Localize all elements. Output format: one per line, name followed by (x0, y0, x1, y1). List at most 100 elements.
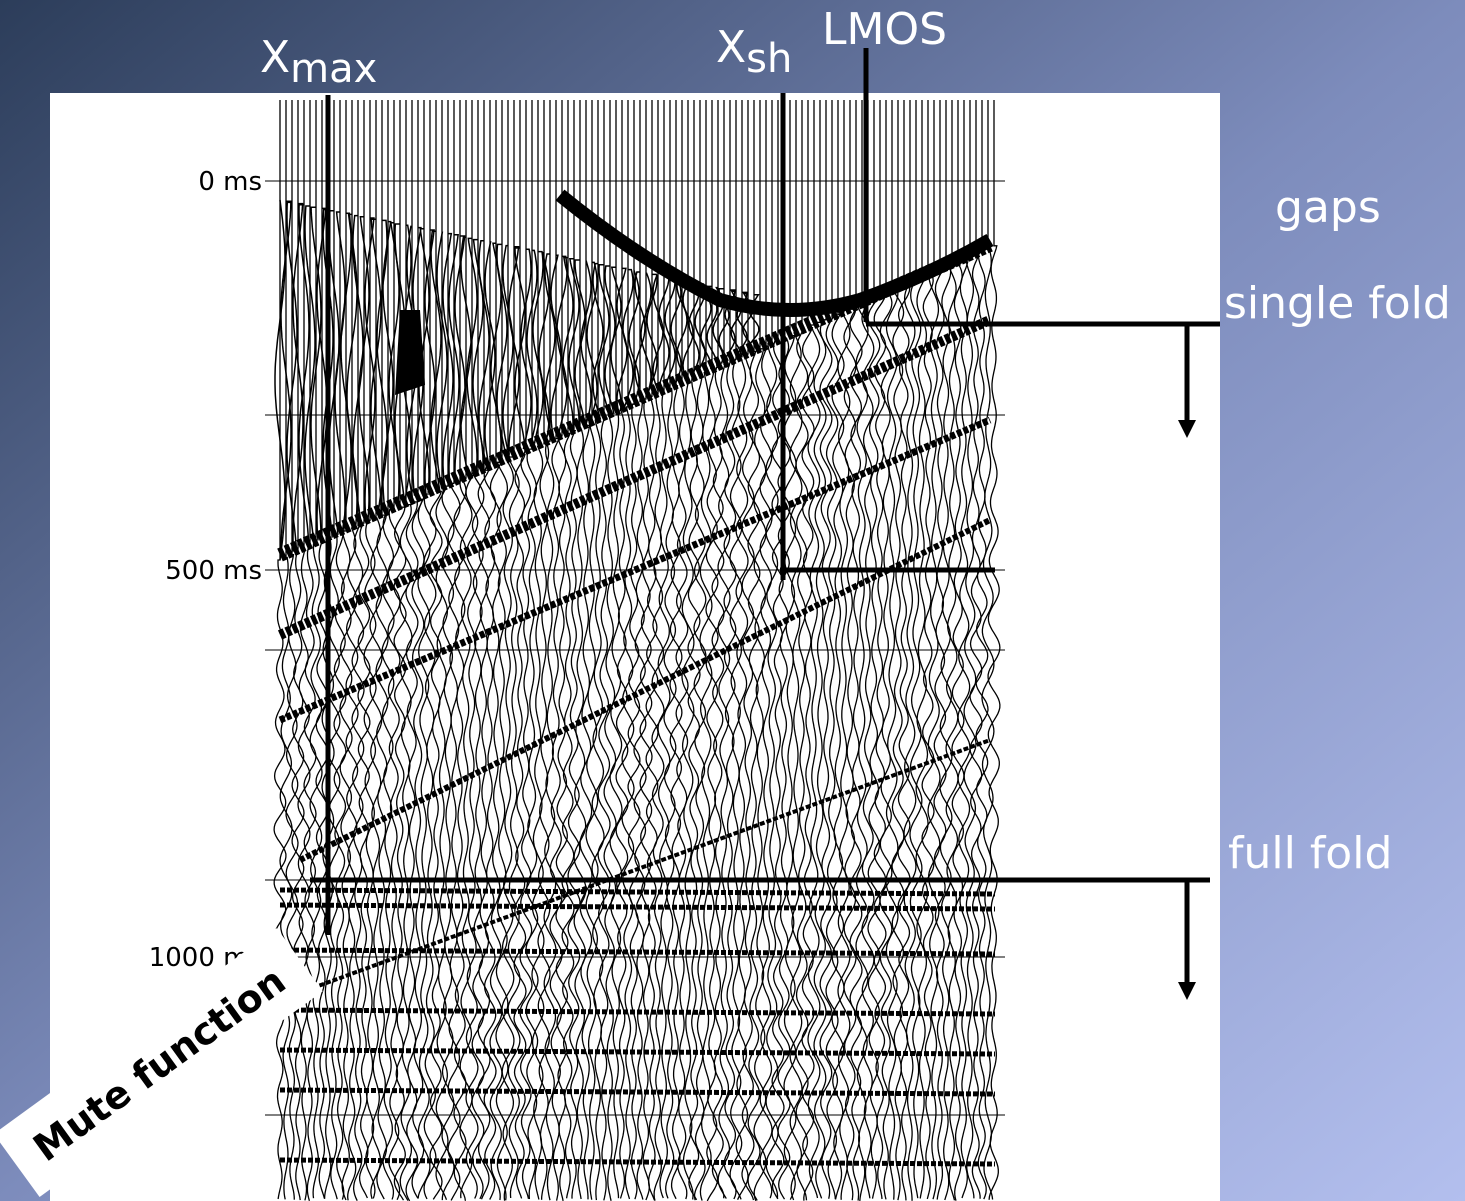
xmax-label: Xmax (260, 32, 377, 92)
trace (957, 100, 971, 1199)
trace (532, 250, 544, 444)
gaps-label: gaps (1275, 182, 1381, 233)
trace (399, 100, 413, 1201)
trace (508, 246, 520, 455)
trace (514, 247, 526, 453)
trace (687, 100, 701, 1201)
trace (382, 220, 394, 510)
trace (304, 205, 316, 547)
trace (592, 262, 604, 420)
trace (945, 100, 959, 1201)
trace (279, 738, 991, 1002)
trace (580, 260, 592, 426)
trace (921, 100, 935, 1200)
trace (466, 237, 478, 475)
trace (279, 902, 996, 912)
trace (675, 100, 689, 1200)
trace (903, 100, 917, 1201)
trace (448, 234, 460, 483)
trace (495, 100, 509, 1201)
trace (502, 244, 514, 458)
arrow-head (1178, 982, 1196, 1000)
trace (484, 241, 496, 467)
trace (278, 416, 992, 724)
trace (489, 100, 503, 1201)
trace (322, 208, 334, 538)
time-label: 500 ms (165, 556, 262, 586)
trace (603, 100, 617, 1201)
trace (370, 218, 382, 516)
trace (573, 100, 587, 1200)
trace (939, 100, 953, 1201)
trace (423, 100, 437, 1200)
trace (333, 100, 347, 1200)
trace (861, 100, 875, 1199)
trace (435, 100, 449, 1200)
trace (909, 100, 923, 1199)
trace (795, 100, 809, 1201)
trace (369, 100, 383, 1199)
trace (645, 100, 659, 1201)
trace (316, 207, 328, 541)
trace (646, 273, 658, 395)
trace (963, 100, 977, 1199)
trace (381, 100, 395, 1200)
trace (705, 100, 719, 1201)
trace (387, 100, 401, 1201)
trace (340, 212, 352, 530)
trace (681, 100, 695, 1200)
trace (741, 100, 755, 1201)
trace (395, 310, 425, 395)
trace (609, 100, 623, 1199)
trace (807, 100, 821, 1199)
trace (291, 100, 305, 1201)
trace (933, 100, 947, 1200)
trace (279, 887, 996, 897)
trace (579, 100, 593, 1200)
trace (357, 100, 371, 1199)
trace (562, 256, 574, 430)
trace (363, 100, 377, 1199)
trace (915, 100, 929, 1199)
trace (670, 278, 682, 384)
trace (483, 100, 497, 1200)
trace (867, 100, 881, 1199)
annotation-lines (310, 48, 1220, 985)
trace (664, 277, 676, 387)
trace (543, 100, 557, 1201)
trace (364, 217, 376, 519)
trace (682, 280, 694, 378)
trace (693, 100, 707, 1201)
trace (639, 100, 653, 1201)
trace (621, 100, 635, 1200)
trace (501, 100, 515, 1201)
trace (442, 232, 454, 486)
trace (615, 100, 629, 1199)
trace (285, 100, 299, 1200)
trace (622, 268, 634, 406)
trace (538, 252, 550, 441)
trace (526, 249, 538, 447)
trace (277, 315, 993, 640)
trace (843, 100, 857, 1201)
trace (735, 100, 749, 1200)
trace (273, 100, 287, 1200)
trace (975, 100, 989, 1200)
trace (279, 1007, 996, 1017)
trace (879, 100, 893, 1200)
trace (334, 211, 346, 533)
trace (657, 100, 671, 1199)
trace (550, 254, 562, 436)
trace (669, 100, 683, 1200)
trace (454, 235, 466, 481)
trace (436, 231, 448, 489)
trace (447, 100, 461, 1201)
trace (597, 100, 611, 1201)
trace (537, 100, 551, 1200)
trace (441, 100, 455, 1201)
trace (405, 100, 419, 1201)
trace (567, 100, 581, 1199)
trace (561, 100, 575, 1199)
trace (478, 240, 490, 469)
trace (699, 100, 713, 1201)
